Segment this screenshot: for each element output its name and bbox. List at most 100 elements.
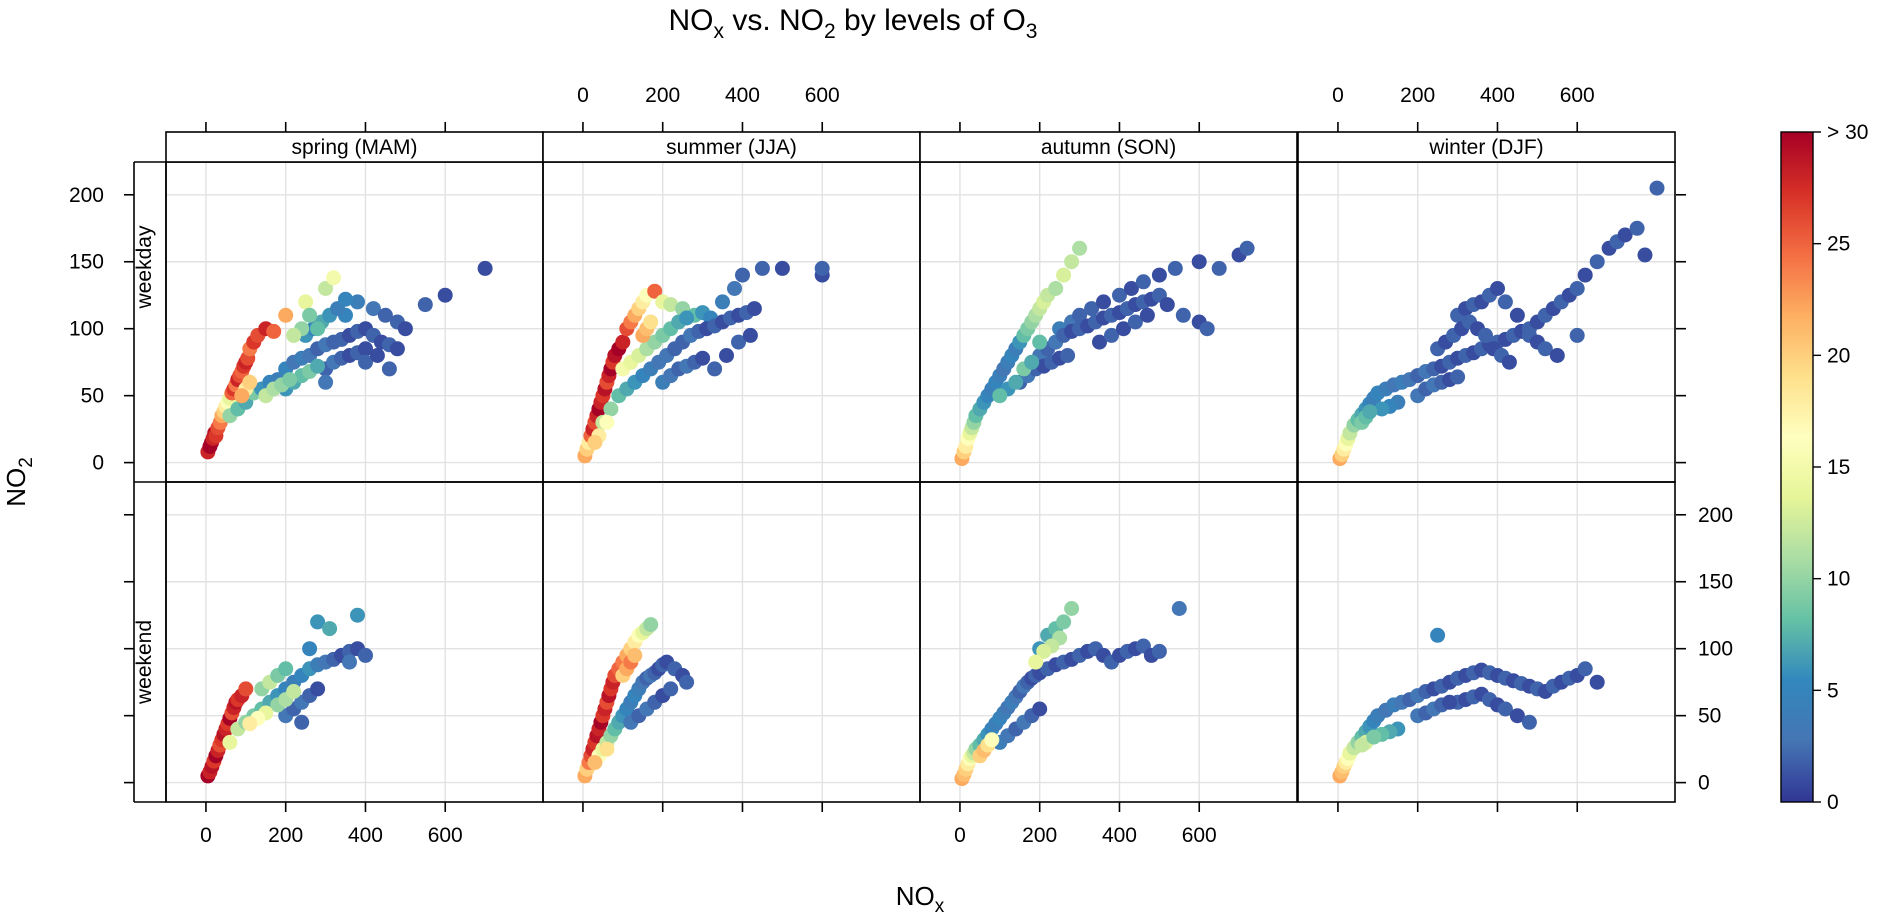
data-point xyxy=(679,674,695,690)
data-point xyxy=(1549,348,1565,363)
x-tick-label: 200 xyxy=(268,824,303,847)
row-strip-label: weekday xyxy=(133,225,156,309)
panel-weekend-2 xyxy=(919,481,1298,803)
data-point xyxy=(1490,281,1505,296)
y-tick-label: 100 xyxy=(69,318,104,341)
strip-label: autumn (SON) xyxy=(1041,136,1176,159)
data-point xyxy=(1171,601,1187,616)
data-point xyxy=(814,260,830,276)
data-point xyxy=(742,327,758,343)
data-point xyxy=(278,661,294,677)
data-point xyxy=(587,435,603,450)
data-point xyxy=(1084,301,1100,317)
data-point xyxy=(294,714,310,730)
colorbar-tick-label: 15 xyxy=(1827,456,1850,479)
data-point xyxy=(397,321,413,337)
data-point xyxy=(1064,601,1080,616)
panel-weekend-3 xyxy=(1297,481,1676,803)
data-point xyxy=(1239,240,1255,256)
data-point xyxy=(437,287,453,303)
data-point xyxy=(278,307,294,323)
data-point xyxy=(350,294,365,310)
data-point xyxy=(1135,274,1151,290)
data-point xyxy=(663,297,679,313)
data-point xyxy=(342,654,357,670)
x-tick-label-top: 600 xyxy=(1560,84,1595,107)
x-tick-label: 600 xyxy=(428,824,463,847)
data-point xyxy=(369,348,385,363)
data-point xyxy=(587,755,603,770)
y-tick-label: 150 xyxy=(69,251,104,274)
row-strip-label: weekend xyxy=(133,620,156,705)
x-axis-label: NOx xyxy=(896,881,945,912)
points-group xyxy=(1332,180,1665,467)
data-point xyxy=(1199,321,1215,337)
data-point xyxy=(238,681,254,697)
data-point xyxy=(1577,267,1593,283)
data-point xyxy=(1127,314,1143,330)
data-point xyxy=(389,341,405,357)
data-point xyxy=(735,267,750,283)
data-point xyxy=(643,617,659,633)
data-point xyxy=(1112,287,1127,303)
data-point xyxy=(1116,321,1131,337)
data-point xyxy=(1056,267,1072,283)
data-point xyxy=(338,291,353,307)
data-point xyxy=(754,260,770,276)
data-point xyxy=(302,307,318,323)
panel-weekend-0 xyxy=(165,481,544,803)
strip-box xyxy=(542,131,921,163)
x-tick-label: 400 xyxy=(348,824,383,847)
data-point xyxy=(1501,354,1517,370)
data-point xyxy=(1151,267,1167,283)
strip-box xyxy=(919,131,1298,163)
data-point xyxy=(358,354,373,370)
data-point xyxy=(1617,227,1633,243)
data-point xyxy=(1374,401,1390,417)
x-tick-label-top: 200 xyxy=(1400,84,1435,107)
data-point xyxy=(603,401,619,417)
data-point xyxy=(1478,327,1493,343)
data-point xyxy=(1577,661,1593,677)
data-point xyxy=(358,341,373,357)
colorbar-top-label: > 30 xyxy=(1827,121,1868,144)
data-point xyxy=(1509,307,1525,323)
data-point xyxy=(1430,627,1446,643)
x-tick-label-top: 200 xyxy=(645,84,680,107)
data-point xyxy=(310,358,326,374)
x-tick-label-top: 0 xyxy=(1332,84,1344,107)
strip-label: summer (JJA) xyxy=(666,136,797,159)
panel-border xyxy=(919,481,1298,803)
data-point xyxy=(1629,220,1645,236)
data-point xyxy=(1450,369,1466,385)
x-tick-label: 0 xyxy=(954,824,966,847)
data-point xyxy=(286,327,302,343)
data-point xyxy=(1064,254,1080,270)
data-point xyxy=(477,260,493,276)
data-point xyxy=(234,388,250,404)
y-tick-label: 200 xyxy=(69,184,104,207)
data-point xyxy=(1048,281,1064,296)
data-point xyxy=(707,361,723,377)
data-point xyxy=(1104,327,1119,343)
strip-label: winter (DJF) xyxy=(1428,136,1543,159)
data-point xyxy=(350,607,365,623)
data-point xyxy=(298,294,314,310)
data-point xyxy=(731,334,746,350)
data-point xyxy=(1362,404,1378,420)
x-tick-label-top: 400 xyxy=(725,84,760,107)
data-point xyxy=(1032,701,1048,717)
y-tick-label-right: 50 xyxy=(1698,705,1721,728)
y-tick-label-right: 100 xyxy=(1698,638,1733,661)
data-point xyxy=(286,684,302,699)
data-point xyxy=(242,716,258,732)
data-point xyxy=(302,641,318,657)
data-point xyxy=(318,281,334,296)
colorbar-gradient xyxy=(1780,131,1814,803)
data-point xyxy=(1521,714,1537,730)
data-point xyxy=(310,321,326,337)
data-point xyxy=(1211,260,1227,276)
data-point xyxy=(358,647,373,663)
data-point xyxy=(266,323,282,339)
data-point xyxy=(599,741,615,757)
